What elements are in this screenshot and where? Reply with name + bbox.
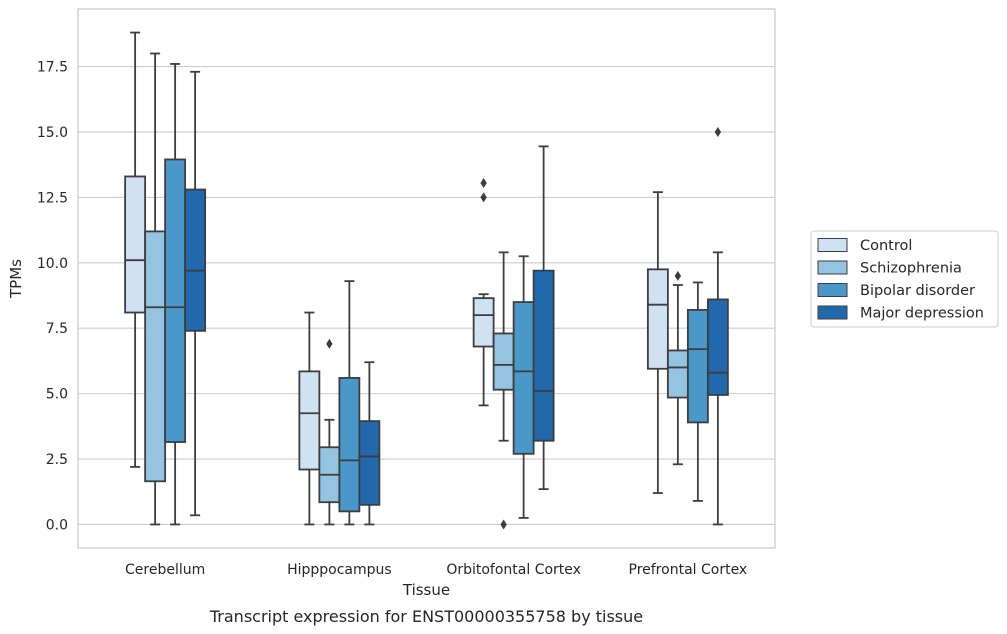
legend-label: Control	[860, 238, 912, 254]
outlier-point	[480, 192, 487, 203]
box-iqr	[472, 297, 495, 348]
box-iqr	[144, 230, 167, 483]
x-axis-label: Tissue	[402, 581, 450, 599]
box-iqr	[532, 269, 555, 442]
box-series	[124, 31, 729, 530]
box-bipolar-disorder	[512, 255, 535, 519]
box-iqr	[338, 377, 361, 513]
box-iqr	[184, 188, 207, 332]
y-tick-label: 5.0	[46, 387, 68, 403]
box-iqr	[646, 268, 669, 370]
legend-label: Bipolar disorder	[860, 283, 975, 299]
box-major-depression	[358, 361, 381, 526]
box-iqr	[358, 420, 381, 506]
legend-swatch	[817, 260, 848, 275]
y-axis-ticks: 0.0 2.5 5.0 7.5 10.0 12.5 15.0 17.5	[37, 60, 68, 534]
legend-swatch	[817, 283, 848, 297]
box-iqr	[512, 301, 535, 455]
box-iqr	[124, 175, 147, 314]
y-tick-label: 17.5	[37, 60, 68, 76]
box-control	[646, 191, 669, 494]
box-iqr	[706, 298, 729, 396]
legend-frame	[810, 230, 999, 328]
x-tick-label: Hipppocampus	[287, 562, 392, 578]
box-iqr	[492, 332, 515, 391]
y-tick-label: 0.0	[46, 517, 68, 533]
y-tick-label: 2.5	[46, 452, 68, 468]
box-control	[472, 177, 495, 407]
box-iqr	[686, 308, 709, 424]
y-tick-label: 10.0	[37, 256, 68, 272]
box-iqr	[164, 158, 187, 443]
box-iqr	[666, 349, 689, 399]
box-major-depression	[184, 70, 207, 517]
legend-label: Major depression	[860, 306, 984, 322]
outlier-point	[674, 270, 682, 281]
y-tick-label: 15.0	[37, 125, 68, 141]
x-tick-label: Cerebellum	[125, 562, 205, 578]
x-tick-label: Prefrontal Cortex	[629, 562, 748, 578]
x-axis-ticks: Cerebellum Hipppocampus Orbitofontal Corte…	[125, 562, 747, 578]
box-control	[298, 311, 321, 526]
y-axis-label: TPMs	[7, 259, 25, 299]
box-control	[124, 31, 147, 468]
y-tick-label: 12.5	[37, 190, 68, 206]
outlier-point	[480, 177, 487, 188]
legend: Control Schizophrenia Bipolar disorder Majo…	[810, 230, 999, 328]
legend-label: Schizophrenia	[860, 261, 962, 277]
outlier-point	[714, 126, 722, 137]
box-bipolar-disorder	[338, 280, 361, 526]
figure-caption: Transcript expression for ENST0000035575…	[209, 607, 643, 626]
legend-swatch	[817, 305, 848, 320]
y-tick-label: 7.5	[46, 321, 68, 337]
plot-frame	[77, 8, 776, 549]
box-major-depression	[706, 126, 729, 526]
box-schizophrenia	[666, 270, 689, 466]
box-major-depression	[532, 145, 555, 491]
box-bipolar-disorder	[164, 63, 187, 526]
outlier-point	[500, 519, 507, 530]
x-tick-label: Orbitofontal Cortex	[446, 562, 581, 578]
outlier-point	[326, 338, 333, 349]
box-iqr	[298, 370, 321, 471]
legend-swatch	[817, 238, 848, 252]
